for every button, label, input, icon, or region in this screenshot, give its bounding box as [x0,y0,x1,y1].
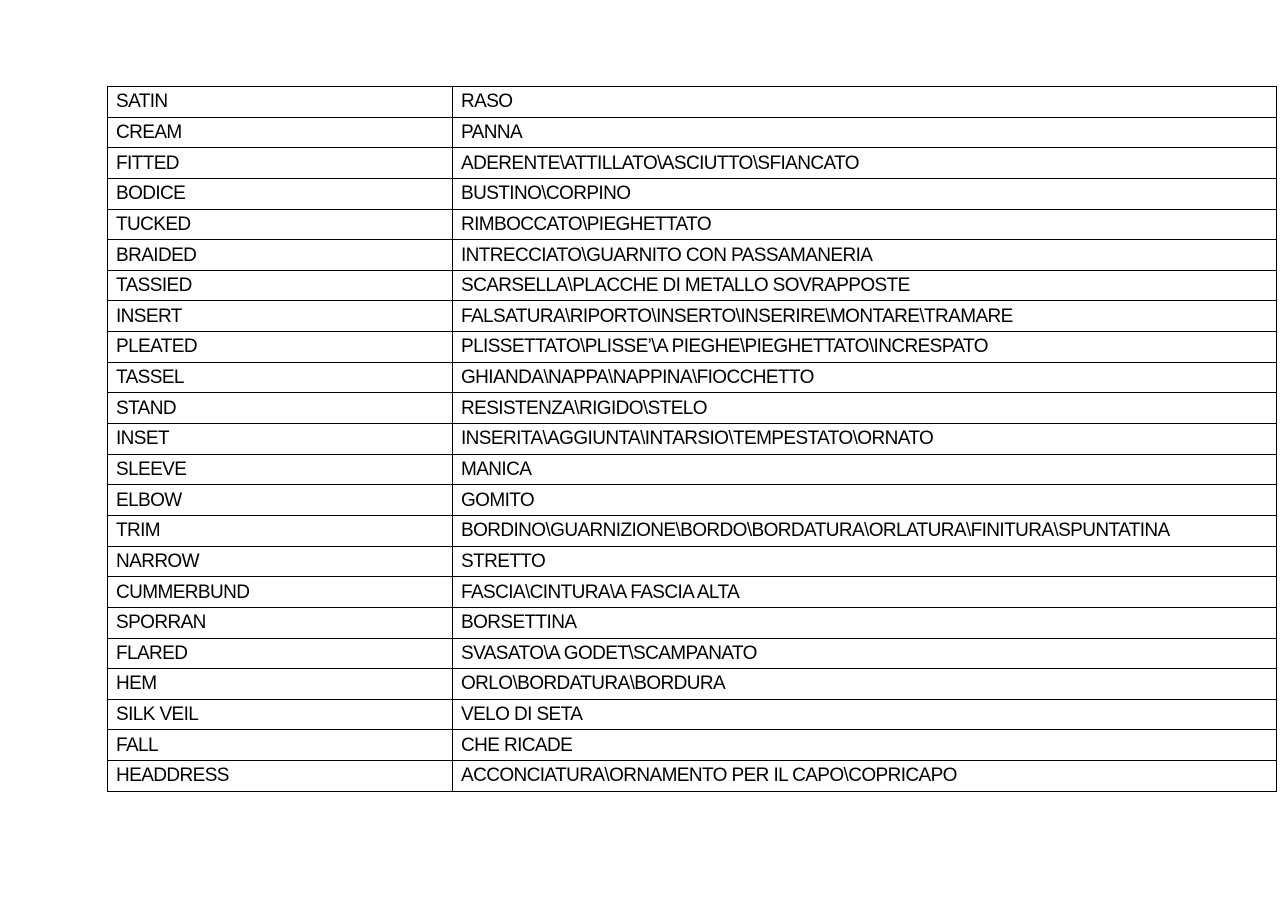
table-row: HEADDRESS ACCONCIATURA\ORNAMENTO PER IL C… [107,760,1277,792]
italian-translation-cell: BUSTINO\CORPINO [452,177,1277,210]
italian-translation-cell: SVASATO\A GODET\SCAMPANATO [452,637,1277,670]
italian-translation-cell: ADERENTE\ATTILLATO\ASCIUTTO\SFIANCATO [452,147,1277,179]
italian-translation-cell: ORLO\BORDATURA\BORDURA [452,668,1277,700]
table-row: ELBOW GOMITO [107,484,1277,516]
table-row: SATIN RASO [107,86,1277,118]
table-row: TASSIED SCARSELLA\PLACCHE DI METALLO SOVR… [107,269,1277,302]
english-term-cell: SPORRAN [107,606,453,639]
italian-translation-cell: GHIANDA\NAPPA\NAPPINA\FIOCCHETTO [452,361,1277,394]
english-term-cell: HEM [107,668,453,700]
table-row: STAND RESISTENZA\RIGIDO\STELO [107,392,1277,425]
italian-translation-cell: INSERITA\AGGIUNTA\INTARSIO\TEMPESTATO\OR… [452,423,1277,455]
table-row: CUMMERBUND FASCIA\CINTURA\A FASCIA ALTA [107,576,1277,608]
table-row: PLEATED PLISSETTATO\PLISSE’\A PIEGHE\PIEG… [107,331,1277,363]
italian-translation-cell: MANICA [452,453,1277,486]
english-term-cell: STAND [107,392,453,425]
english-term-cell: FLARED [107,637,453,670]
italian-translation-cell: FASCIA\CINTURA\A FASCIA ALTA [452,576,1277,608]
english-term-cell: FITTED [107,147,453,179]
table-row: FALL CHE RICADE [107,729,1277,762]
english-term-cell: PLEATED [107,331,453,363]
italian-translation-cell: BORSETTINA [452,606,1277,639]
english-term-cell: CUMMERBUND [107,576,453,608]
table-row: NARROW STRETTO [107,545,1277,578]
table-row: TRIM BORDINO\GUARNIZIONE\BORDO\BORDATURA\… [107,514,1277,547]
italian-translation-cell: PLISSETTATO\PLISSE’\A PIEGHE\PIEGHETTATO… [452,331,1277,363]
table-row: SLEEVE MANICA [107,453,1277,486]
english-term-cell: SILK VEIL [107,698,453,731]
english-term-cell: INSERT [107,300,453,333]
english-term-cell: TUCKED [107,208,453,241]
italian-translation-cell: GOMITO [452,484,1277,516]
english-term-cell: BRAIDED [107,239,453,271]
table-row: SILK VEIL VELO DI SETA [107,698,1277,731]
english-term-cell: BODICE [107,177,453,210]
italian-translation-cell: CHE RICADE [452,729,1277,762]
english-term-cell: INSET [107,423,453,455]
italian-translation-cell: VELO DI SETA [452,698,1277,731]
table-row: HEM ORLO\BORDATURA\BORDURA [107,668,1277,700]
italian-translation-cell: RASO [452,86,1277,118]
table-row: SPORRAN BORSETTINA [107,606,1277,639]
table-row: INSERT FALSATURA\RIPORTO\INSERTO\INSERIRE… [107,300,1277,333]
italian-translation-cell: STRETTO [452,545,1277,578]
english-term-cell: TASSIED [107,269,453,302]
table-row: BRAIDED INTRECCIATO\GUARNITO CON PASSAMAN… [107,239,1277,271]
italian-translation-cell: FALSATURA\RIPORTO\INSERTO\INSERIRE\MONTA… [452,300,1277,333]
english-term-cell: SATIN [107,86,453,118]
english-term-cell: CREAM [107,116,453,149]
english-term-cell: TASSEL [107,361,453,394]
english-term-cell: NARROW [107,545,453,578]
english-term-cell: SLEEVE [107,453,453,486]
italian-translation-cell: SCARSELLA\PLACCHE DI METALLO SOVRAPPOSTE [452,269,1277,302]
english-term-cell: HEADDRESS [107,760,453,792]
english-term-cell: ELBOW [107,484,453,516]
english-term-cell: FALL [107,729,453,762]
table-row: INSET INSERITA\AGGIUNTA\INTARSIO\TEMPESTA… [107,423,1277,455]
table-row: FLARED SVASATO\A GODET\SCAMPANATO [107,637,1277,670]
italian-translation-cell: INTRECCIATO\GUARNITO CON PASSAMANERIA [452,239,1277,271]
italian-translation-cell: RIMBOCCATO\PIEGHETTATO [452,208,1277,241]
italian-translation-cell: ACCONCIATURA\ORNAMENTO PER IL CAPO\COPRI… [452,760,1277,792]
italian-translation-cell: BORDINO\GUARNIZIONE\BORDO\BORDATURA\ORLA… [452,514,1277,547]
table-row: TUCKED RIMBOCCATO\PIEGHETTATO [107,208,1277,241]
table-row: TASSEL GHIANDA\NAPPA\NAPPINA\FIOCCHETTO [107,361,1277,394]
english-term-cell: TRIM [107,514,453,547]
table-row: CREAM PANNA [107,116,1277,149]
italian-translation-cell: RESISTENZA\RIGIDO\STELO [452,392,1277,425]
glossary-table: SATIN RASO CREAM PANNA FITTED ADERENTE\ATTILL… [107,86,1277,792]
table-row: BODICE BUSTINO\CORPINO [107,177,1277,210]
glossary-table-body: SATIN RASO CREAM PANNA FITTED ADERENTE\ATTILL… [107,86,1277,792]
italian-translation-cell: PANNA [452,116,1277,149]
table-row: FITTED ADERENTE\ATTILLATO\ASCIUTTO\SFIANC… [107,147,1277,179]
